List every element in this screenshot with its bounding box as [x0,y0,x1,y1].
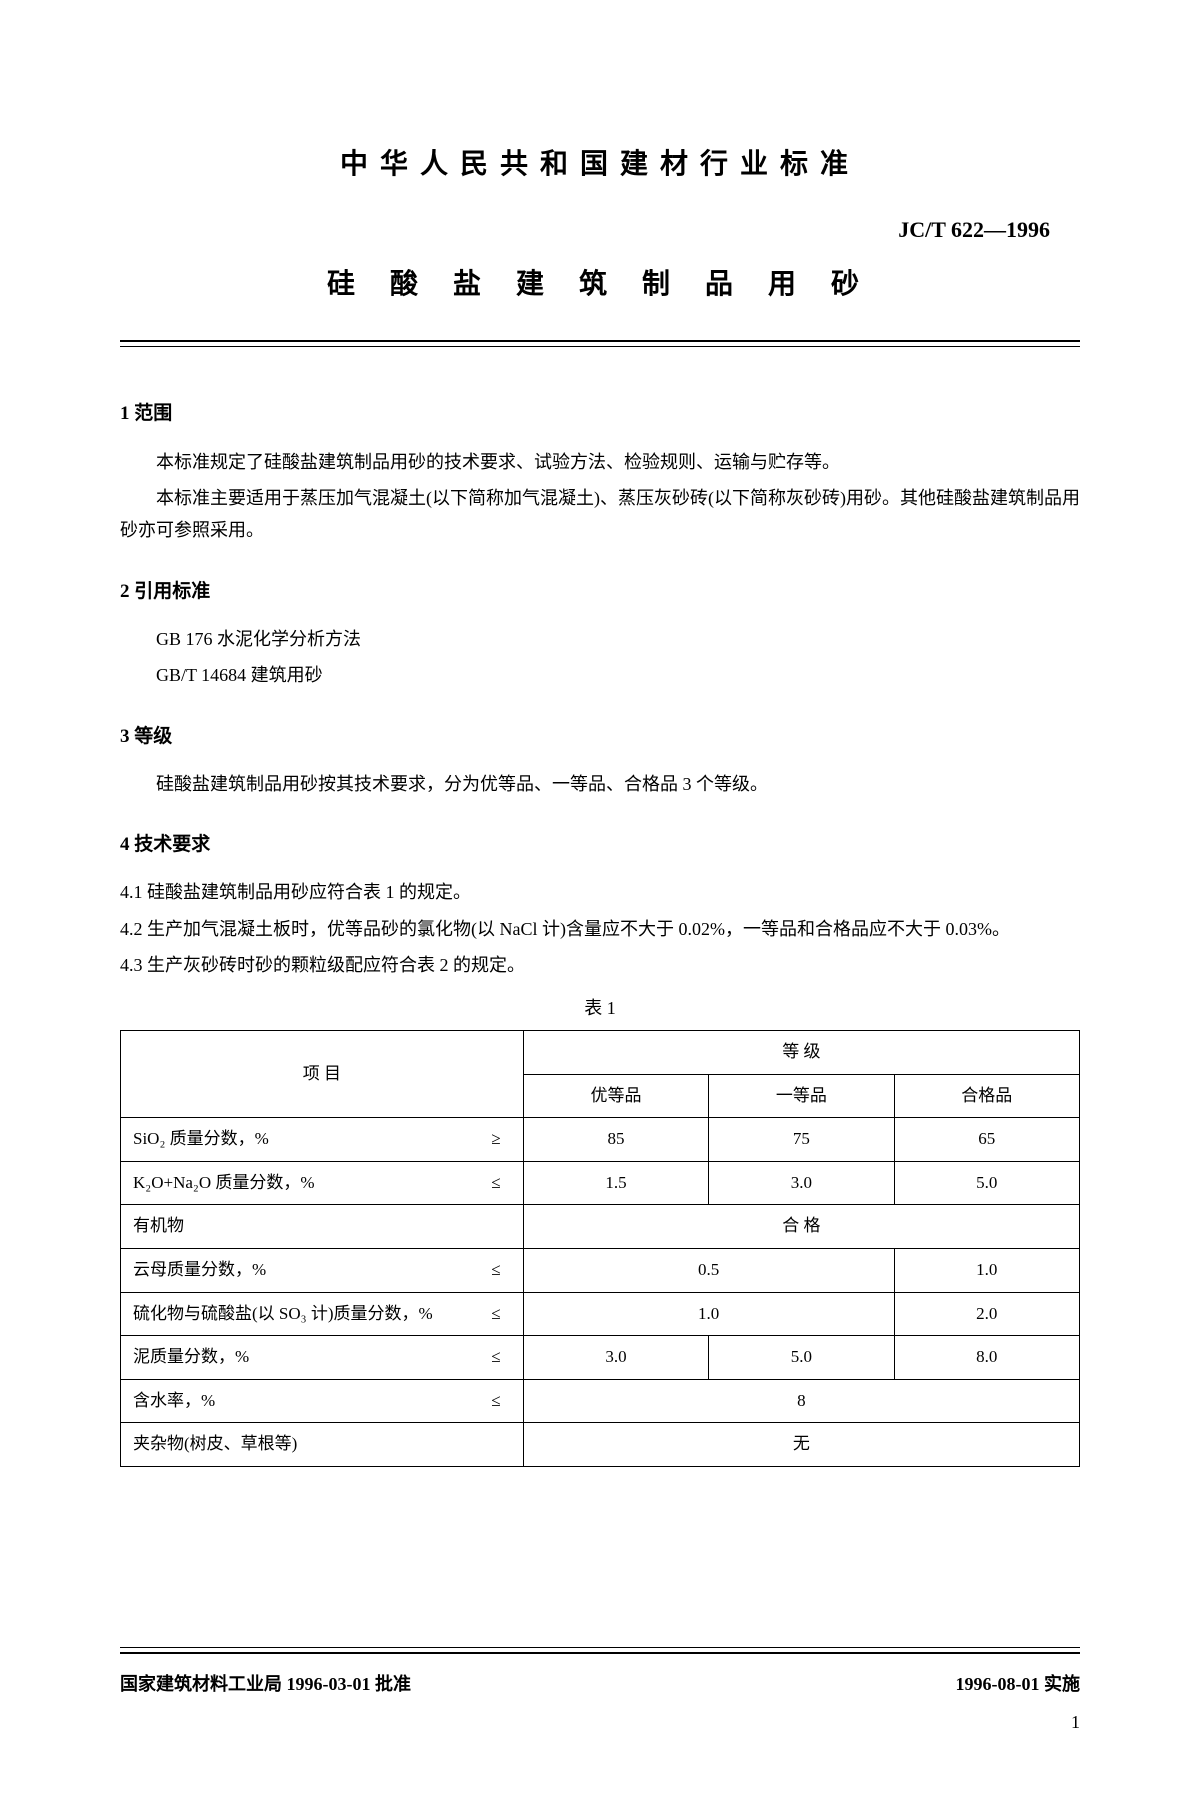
cell: 65 [894,1118,1079,1162]
item-label: 硫化物与硫酸盐(以 SO₃ 计)质量分数，% [133,1304,433,1323]
org-title: 中华人民共和国建材行业标准 [120,140,1080,190]
cell: 2.0 [894,1292,1079,1336]
item-label: 泥质量分数，% [133,1347,249,1366]
item-cell: 硫化物与硫酸盐(以 SO₃ 计)质量分数，% ≤ [121,1292,524,1336]
implementation-text: 1996-08-01 实施 [956,1668,1081,1700]
table-row: 含水率，% ≤ 8 [121,1379,1080,1423]
cell: 8.0 [894,1336,1079,1380]
item-label: SiO₂ 质量分数，% [133,1129,269,1148]
item-cell: 泥质量分数，% ≤ [121,1336,524,1380]
table-1-label: 表 1 [120,992,1080,1024]
item-cell: 有机物 [121,1205,524,1249]
table-row: 硫化物与硫酸盐(以 SO₃ 计)质量分数，% ≤ 1.0 2.0 [121,1292,1080,1336]
approval-text: 国家建筑材料工业局 1996-03-01 批准 [120,1668,411,1700]
section-3-p1: 硅酸盐建筑制品用砂按其技术要求，分为优等品、一等品、合格品 3 个等级。 [120,768,1080,800]
item-label: K₂O+Na₂O 质量分数，% [133,1173,315,1192]
standard-code: JC/T 622—1996 [120,210,1080,250]
item-cell: 含水率，% ≤ [121,1379,524,1423]
item-label: 云母质量分数，% [133,1260,266,1279]
operator: ≤ [491,1386,514,1417]
cell: 5.0 [894,1161,1079,1205]
cell-merged: 8 [523,1379,1079,1423]
table-1: 项 目 等 级 优等品 一等品 合格品 SiO₂ 质量分数，% ≥ 85 75 6… [120,1030,1080,1467]
operator: ≤ [491,1299,514,1330]
clause-4-3: 4.3 生产灰砂砖时砂的颗粒级配应符合表 2 的规定。 [120,949,1080,981]
table-row: 项 目 等 级 [121,1031,1080,1075]
footer: 国家建筑材料工业局 1996-03-01 批准 1996-08-01 实施 1 [120,1647,1080,1739]
operator: ≤ [491,1255,514,1286]
cell: 75 [709,1118,894,1162]
divider [120,340,1080,342]
item-cell: K₂O+Na₂O 质量分数，% ≤ [121,1161,524,1205]
page-number: 1 [120,1706,1080,1738]
clause-4-2: 4.2 生产加气混凝土板时，优等品砂的氯化物(以 NaCl 计)含量应不大于 0… [120,913,1080,945]
section-2-p2: GB/T 14684 建筑用砂 [120,659,1080,691]
cell: 5.0 [709,1336,894,1380]
item-cell: 云母质量分数，% ≤ [121,1249,524,1293]
section-1-heading: 1 范围 [120,397,1080,431]
table-row: K₂O+Na₂O 质量分数，% ≤ 1.5 3.0 5.0 [121,1161,1080,1205]
divider [120,1647,1080,1648]
cell: 1.0 [523,1292,894,1336]
divider [120,346,1080,347]
divider [120,1652,1080,1654]
cell: 3.0 [709,1161,894,1205]
section-3-heading: 3 等级 [120,720,1080,754]
grade-2: 一等品 [709,1074,894,1118]
section-2-p1: GB 176 水泥化学分析方法 [120,623,1080,655]
cell-merged: 合 格 [523,1205,1079,1249]
cell: 85 [523,1118,708,1162]
document-title: 硅 酸 盐 建 筑 制 品 用 砂 [120,260,1080,310]
grade-3: 合格品 [894,1074,1079,1118]
cell: 1.0 [894,1249,1079,1293]
grade-1: 优等品 [523,1074,708,1118]
operator: ≤ [491,1342,514,1373]
table-row: 泥质量分数，% ≤ 3.0 5.0 8.0 [121,1336,1080,1380]
header-item: 项 目 [121,1031,524,1118]
clause-4-1: 4.1 硅酸盐建筑制品用砂应符合表 1 的规定。 [120,876,1080,908]
table-row: 有机物 合 格 [121,1205,1080,1249]
table-row: 云母质量分数，% ≤ 0.5 1.0 [121,1249,1080,1293]
section-1-p1: 本标准规定了硅酸盐建筑制品用砂的技术要求、试验方法、检验规则、运输与贮存等。 [120,446,1080,478]
section-2-heading: 2 引用标准 [120,575,1080,609]
section-4-heading: 4 技术要求 [120,828,1080,862]
cell: 0.5 [523,1249,894,1293]
item-cell: 夹杂物(树皮、草根等) [121,1423,524,1467]
item-cell: SiO₂ 质量分数，% ≥ [121,1118,524,1162]
item-label: 含水率，% [133,1391,215,1410]
table-row: SiO₂ 质量分数，% ≥ 85 75 65 [121,1118,1080,1162]
operator: ≤ [491,1168,514,1199]
section-1-p2: 本标准主要适用于蒸压加气混凝土(以下简称加气混凝土)、蒸压灰砂砖(以下简称灰砂砖… [120,482,1080,547]
cell: 3.0 [523,1336,708,1380]
table-row: 夹杂物(树皮、草根等) 无 [121,1423,1080,1467]
cell: 1.5 [523,1161,708,1205]
cell-merged: 无 [523,1423,1079,1467]
operator: ≥ [491,1124,514,1155]
header-grade: 等 级 [523,1031,1079,1075]
